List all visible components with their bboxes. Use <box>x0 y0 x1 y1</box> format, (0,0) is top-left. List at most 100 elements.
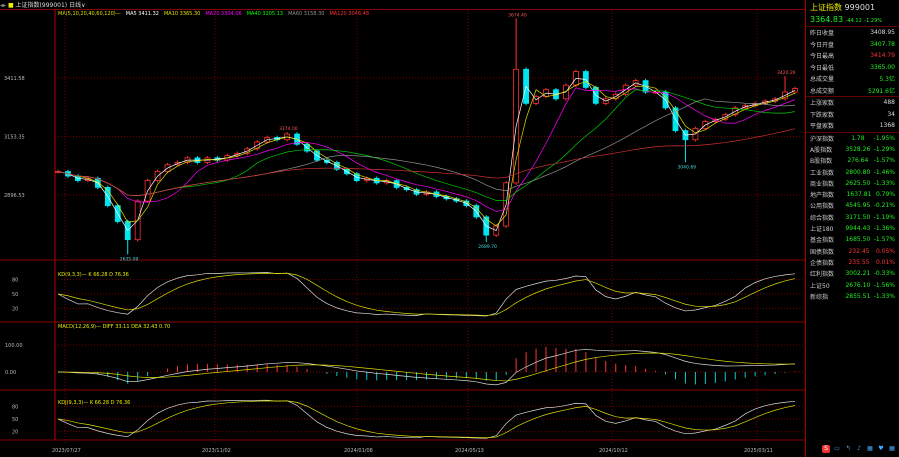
date-tick-label: 2023/07/27 <box>52 448 81 454</box>
quote-value: 5.3亿 <box>879 76 895 84</box>
index-row[interactable]: 红利指数 3002.21 -0.33% <box>806 268 899 279</box>
indicator-tick-label: 50 <box>12 292 18 298</box>
tray-icon[interactable]: ▦ <box>867 445 873 452</box>
quote-label: 今日最高 <box>810 53 835 61</box>
quote-value: 3365.00 <box>870 63 895 71</box>
index-pct: 0.05% <box>875 247 895 255</box>
quote-label: 今日最低 <box>810 64 835 72</box>
k-line <box>57 272 796 317</box>
index-row[interactable]: A股指数 3528.26 -1.29% <box>806 144 899 155</box>
color-square-icon: ■ <box>7 2 14 9</box>
index-value: 1637.81 <box>846 191 872 199</box>
index-row[interactable]: 工业指数 2800.80 -1.46% <box>806 166 899 177</box>
quote-value: 5291.6亿 <box>868 87 895 95</box>
quote-value: 3408.95 <box>870 29 895 37</box>
date-tick-label: 2024/10/12 <box>599 448 628 454</box>
index-label: 上证50 <box>810 282 830 290</box>
index-label: 工业指数 <box>810 169 835 177</box>
tray-icon[interactable]: ▦ <box>889 445 895 452</box>
quote-row: 今日开盘 3407.78 <box>806 39 899 51</box>
index-row[interactable]: 企债指数 235.55 0.01% <box>806 257 899 268</box>
tray-icon[interactable]: ♪ <box>857 445 861 452</box>
index-label: 综合指数 <box>810 214 835 222</box>
legend-item: MA5 3411.32 <box>125 11 159 17</box>
index-row[interactable]: 上证50 2676.10 -1.56% <box>806 279 899 290</box>
index-label: 红利指数 <box>810 271 835 279</box>
legend-item: MA20 3304.06 <box>205 11 242 17</box>
period-dropdown[interactable]: 日线∨ <box>69 2 86 9</box>
index-label: B股指数 <box>810 158 833 166</box>
quote-row: 今日最高 3414.79 <box>806 50 899 62</box>
index-pct: -1.19% <box>873 213 895 221</box>
quote-label: 昨日收盘 <box>810 30 835 38</box>
price-pct: -1.29% <box>864 18 883 24</box>
index-pct: -1.56% <box>873 281 895 289</box>
index-value: 1.78 <box>851 134 865 142</box>
price-annotation: 3674.40 <box>508 12 527 18</box>
tray-icon[interactable]: ♥ <box>878 445 884 452</box>
index-row[interactable]: 上证180 9944.43 -1.36% <box>806 223 899 234</box>
ma-line-60 <box>57 98 796 197</box>
tray-icon[interactable]: ↰ <box>845 445 851 452</box>
index-value: 2855.51 <box>845 292 871 300</box>
date-tick-label: 2024/05/13 <box>455 448 484 454</box>
price-tick-label: 2896.53 <box>4 193 25 199</box>
breadth-value: 488 <box>883 99 895 107</box>
index-label: 企债指数 <box>810 259 835 267</box>
price-tick-label: 3153.35 <box>4 135 25 141</box>
index-label: 沪深指数 <box>810 135 835 143</box>
tray-icon[interactable]: S <box>822 445 830 453</box>
indicator-tick-label: 80 <box>12 404 18 410</box>
index-pct: -1.29% <box>873 145 895 153</box>
ma-line-20 <box>57 87 796 212</box>
price-annotation: 3174.00 <box>279 126 298 132</box>
nav-arrows-icon[interactable]: ◂▸ <box>0 2 7 9</box>
index-label: 国债指数 <box>810 248 835 256</box>
index-value: 4545.95 <box>845 202 871 210</box>
price-annotation: 2635.09 <box>120 256 139 262</box>
indicator-label: MACD(12,26,9)— DIFF 33.11 DEA 32.43 0.70 <box>58 324 170 330</box>
price-tick-label: 3411.58 <box>4 76 25 82</box>
price-annotation: 2689.70 <box>478 244 497 250</box>
index-pct: -0.33% <box>873 270 895 278</box>
index-pct: -1.57% <box>873 157 895 165</box>
indicator-tick-label: 20 <box>12 306 18 312</box>
index-pct: -1.33% <box>873 292 895 300</box>
index-value: 2676.10 <box>845 281 871 289</box>
index-row[interactable]: B股指数 276.64 -1.57% <box>806 155 899 166</box>
index-pct: -1.46% <box>873 168 895 176</box>
index-row[interactable]: 国债指数 232.45 0.05% <box>806 245 899 256</box>
index-row[interactable]: 新综指 2855.51 -1.33% <box>806 291 899 302</box>
d-line <box>57 272 796 316</box>
index-pct: -1.33% <box>873 179 895 187</box>
index-value: 2800.80 <box>845 168 871 176</box>
index-label: 上证180 <box>810 226 834 234</box>
indicator-tick-label: 20 <box>12 430 18 436</box>
index-row[interactable]: 综合指数 3171.50 -1.19% <box>806 212 899 223</box>
breadth-label: 下跌家数 <box>810 111 835 119</box>
breadth-row: 平盘家数 1368 <box>806 120 899 132</box>
price-change: -44.12 <box>845 18 862 24</box>
quote-row: 今日最低 3365.00 <box>806 62 899 74</box>
index-row[interactable]: 沪深指数 1.78 -1.95% <box>806 133 899 144</box>
index-row[interactable]: 公用指数 4545.95 -0.21% <box>806 200 899 211</box>
price-annotation: 3420.26 <box>777 70 796 76</box>
date-tick-label: 2023/11/02 <box>202 448 231 454</box>
index-pct: -0.21% <box>873 202 895 210</box>
symbol-title: 上证指数(999001) <box>15 2 68 9</box>
stock-chart[interactable]: 3411.58 3153.35 2896.53 2023/07/27 2023/11/0… <box>0 0 805 457</box>
index-value: 2625.50 <box>845 179 871 187</box>
index-value: 3171.50 <box>845 213 871 221</box>
breadth-value: 1368 <box>879 122 895 130</box>
quote-row: 总成交量 5.3亿 <box>806 73 899 85</box>
k-line <box>57 399 796 439</box>
d-line <box>57 400 796 439</box>
index-pct: 0.79% <box>875 191 895 199</box>
tray-icon[interactable]: ▭ <box>834 445 840 452</box>
top-toolbar: ◂▸ ■ 上证指数(999001) 日线∨ <box>0 0 805 10</box>
index-row[interactable]: 基金指数 1685.50 -1.57% <box>806 234 899 245</box>
index-row[interactable]: 商业指数 2625.50 -1.33% <box>806 178 899 189</box>
price-line: 3364.83 -44.12 -1.29% <box>806 15 899 27</box>
index-row[interactable]: 地产指数 1637.81 0.79% <box>806 189 899 200</box>
quote-row: 昨日收盘 3408.95 <box>806 27 899 39</box>
